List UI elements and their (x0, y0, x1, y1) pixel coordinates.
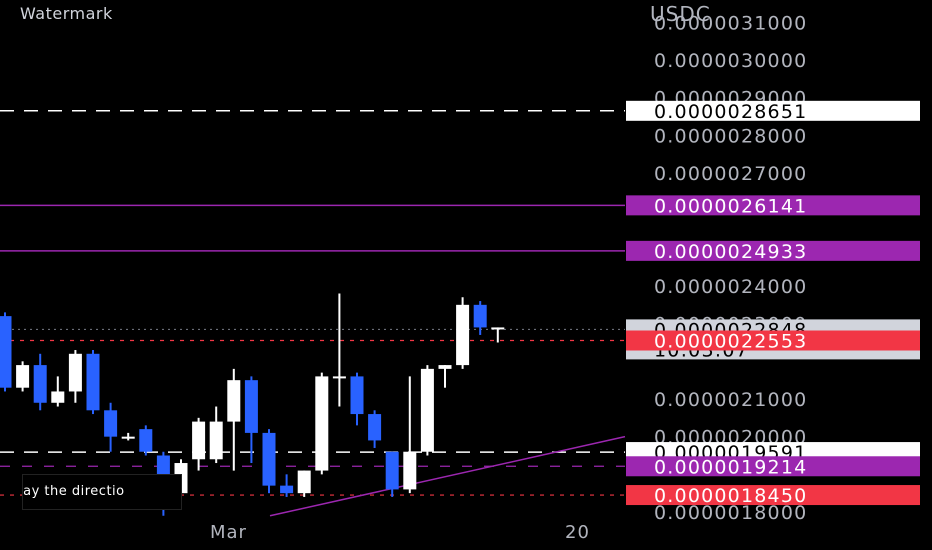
candle-body (16, 365, 30, 388)
candle (0, 312, 12, 392)
candle-body (473, 304, 487, 328)
candle-body (86, 353, 100, 411)
candle (139, 425, 153, 456)
drawing-tooltip: lay the directio (22, 474, 182, 510)
candle (315, 372, 329, 475)
price-tag-label: 0.0000019214 (654, 456, 807, 478)
watermark-label: Watermark (20, 4, 113, 23)
price-tag (626, 240, 920, 261)
candle (262, 429, 276, 494)
trendline-layer (269, 435, 626, 517)
candle-body (68, 353, 82, 392)
candle (16, 361, 30, 392)
price-tag (626, 100, 920, 121)
y-tick-label: 0.0000031000 (654, 12, 807, 34)
candle (86, 350, 100, 415)
candle (385, 451, 399, 497)
y-tick-label: 0.0000018000 (654, 502, 807, 524)
candle (192, 417, 206, 471)
price-tag (626, 456, 920, 477)
candle-body (350, 376, 364, 415)
candle-body (368, 414, 382, 441)
y-tick-label: 0.0000021000 (654, 389, 807, 411)
candle (104, 402, 118, 452)
candle-body (139, 429, 153, 452)
price-tag (626, 195, 920, 216)
candle-body (491, 327, 505, 330)
candle (473, 301, 487, 335)
price-tag (626, 330, 920, 351)
x-axis-label-20: 20 (565, 522, 590, 543)
candles-layer (0, 293, 505, 516)
candle (350, 372, 364, 426)
candle (456, 297, 470, 369)
candle-body (420, 368, 434, 452)
candle (438, 365, 452, 388)
y-tick-label: 0.0000030000 (654, 50, 807, 72)
candle-body (456, 304, 470, 366)
candle (227, 368, 241, 471)
candle-body (403, 451, 417, 490)
x-axis-label-mar: Mar (210, 522, 247, 543)
price-tag-label: 0.0000018450 (654, 485, 807, 507)
candle-body (227, 380, 241, 422)
candle-body (192, 421, 206, 460)
candle-body (33, 365, 47, 403)
candle-body (332, 376, 346, 379)
candle-body (262, 432, 276, 486)
candle-body (244, 380, 258, 433)
candle-body (121, 436, 135, 439)
y-tick-label: 0.0000024000 (654, 276, 807, 298)
candle-body (280, 485, 294, 494)
currency-label: USDC (650, 2, 711, 26)
candle (244, 376, 258, 464)
candle (491, 327, 505, 343)
candle (332, 293, 346, 407)
trendline (269, 435, 626, 517)
price-tag-label: 0.0000028651 (654, 101, 807, 123)
candle (121, 432, 135, 441)
candle-body (438, 365, 452, 369)
price-lines-layer (0, 110, 625, 496)
y-tick-label: 0.0000028000 (654, 125, 807, 147)
candle (33, 353, 47, 411)
candle-body (0, 316, 12, 388)
candle-body (315, 376, 329, 471)
candle-body (104, 410, 118, 437)
price-tag-label: 0.0000026141 (654, 195, 807, 217)
candle-body (51, 391, 65, 403)
candle-body (385, 451, 399, 490)
price-tag (626, 485, 920, 506)
candle (209, 406, 223, 464)
candle (368, 410, 382, 448)
candle (51, 376, 65, 407)
candle (297, 470, 311, 497)
candle (420, 365, 434, 456)
candle (280, 474, 294, 497)
candle (403, 376, 417, 494)
y-tick-label: 0.0000027000 (654, 163, 807, 185)
price-tag-label: 0.0000022553 (654, 331, 807, 353)
price-tag-label: 0.0000024933 (654, 241, 807, 263)
price-tags-layer: 0.0000028651 0.0000026141 0.0000024933 0.00… (626, 100, 920, 507)
candle (68, 350, 82, 403)
candle-body (297, 470, 311, 494)
candle-body (209, 421, 223, 460)
